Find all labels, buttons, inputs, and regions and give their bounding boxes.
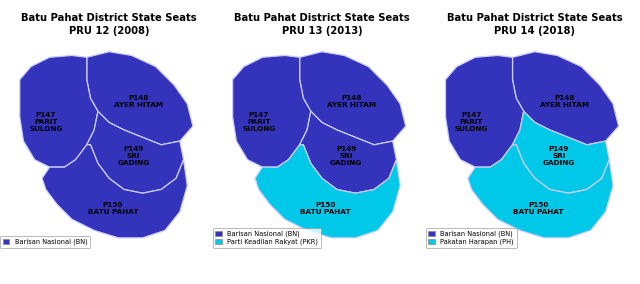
- Title: Batu Pahat District State Seats
PRU 12 (2008): Batu Pahat District State Seats PRU 12 (…: [21, 13, 197, 36]
- Text: P147
PARIT
SULONG: P147 PARIT SULONG: [29, 112, 63, 132]
- Polygon shape: [20, 55, 98, 167]
- Polygon shape: [468, 145, 613, 238]
- Text: P150
BATU PAHAT: P150 BATU PAHAT: [88, 202, 138, 215]
- Legend: Barisan Nasional (BN): Barisan Nasional (BN): [0, 236, 90, 248]
- Title: Batu Pahat District State Seats
PRU 13 (2013): Batu Pahat District State Seats PRU 13 (…: [234, 13, 410, 36]
- Polygon shape: [445, 55, 524, 167]
- Polygon shape: [232, 55, 311, 167]
- Text: P148
AYER HITAM: P148 AYER HITAM: [115, 95, 163, 108]
- Polygon shape: [300, 111, 396, 193]
- Text: P148
AYER HITAM: P148 AYER HITAM: [540, 95, 589, 108]
- Text: P149
SRI
GADING: P149 SRI GADING: [543, 146, 575, 166]
- Legend: Barisan Nasional (BN), Parti Keadilan Rakyat (PKR): Barisan Nasional (BN), Parti Keadilan Ra…: [212, 228, 321, 248]
- Polygon shape: [87, 52, 193, 145]
- Polygon shape: [513, 52, 619, 145]
- Title: Batu Pahat District State Seats
PRU 14 (2018): Batu Pahat District State Seats PRU 14 (…: [447, 13, 623, 36]
- Polygon shape: [255, 145, 400, 238]
- Text: P147
PARIT
SULONG: P147 PARIT SULONG: [455, 112, 488, 132]
- Polygon shape: [42, 145, 188, 238]
- Polygon shape: [87, 111, 184, 193]
- Polygon shape: [300, 52, 406, 145]
- Text: P149
SRI
GADING: P149 SRI GADING: [330, 146, 362, 166]
- Text: P148
AYER HITAM: P148 AYER HITAM: [327, 95, 376, 108]
- Text: P150
BATU PAHAT: P150 BATU PAHAT: [513, 202, 564, 215]
- Polygon shape: [513, 111, 609, 193]
- Text: P147
PARIT
SULONG: P147 PARIT SULONG: [242, 112, 275, 132]
- Text: P149
SRI
GADING: P149 SRI GADING: [117, 146, 149, 166]
- Legend: Barisan Nasional (BN), Pakatan Harapan (PH): Barisan Nasional (BN), Pakatan Harapan (…: [426, 228, 516, 248]
- Text: P150
BATU PAHAT: P150 BATU PAHAT: [300, 202, 351, 215]
